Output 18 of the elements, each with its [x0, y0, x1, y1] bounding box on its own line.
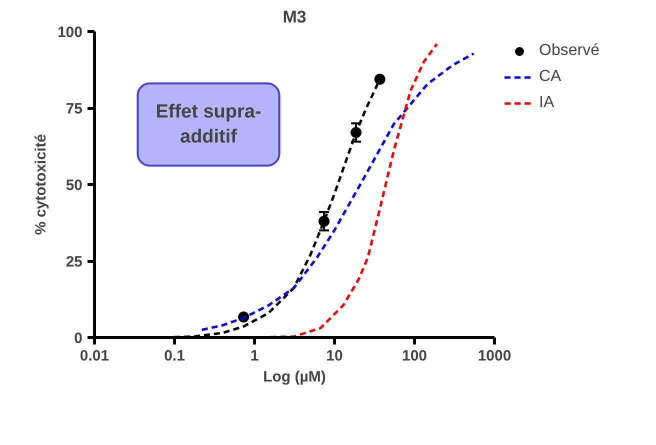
y-tick-label: 75 [66, 100, 83, 118]
legend-label: Observé [539, 42, 600, 60]
x-tick-label: 0.1 [164, 348, 185, 364]
x-axis-title: Log (µM) [263, 368, 326, 386]
y-axis-title: % cytotoxicité [32, 134, 50, 235]
y-tick-label: 100 [57, 24, 83, 41]
y-tick-label: 0 [74, 330, 82, 347]
legend-label: IA [539, 94, 556, 112]
x-tick-label: 0.01 [80, 348, 110, 364]
legend-label: CA [539, 68, 562, 86]
x-tick-label: 100 [402, 348, 428, 364]
y-tick-label: 50 [66, 177, 83, 194]
annotation: Effet supra-additif [156, 101, 262, 148]
x-tick-label: 1 [250, 348, 259, 364]
x-tick-label: 10 [326, 348, 343, 364]
y-tick-label: 25 [66, 254, 83, 270]
x-tick-label: 1000 [478, 348, 512, 364]
chart-title: M3 [282, 8, 306, 26]
